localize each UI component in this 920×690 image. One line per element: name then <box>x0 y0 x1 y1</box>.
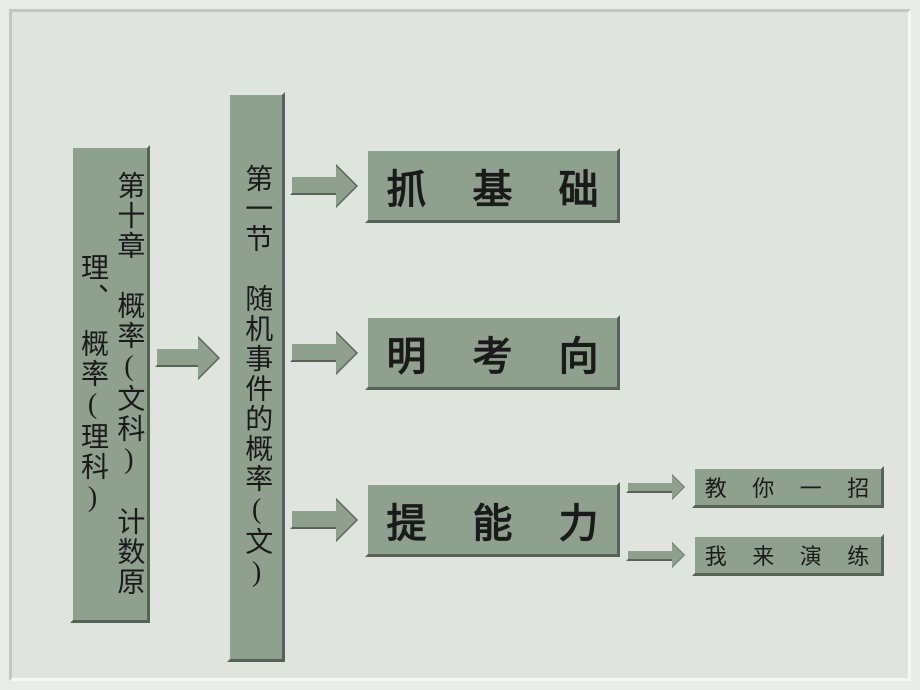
arrow-ability-to-practice <box>626 542 690 568</box>
section-label: 第一节 随机事件的概率(文) <box>238 164 274 590</box>
arrow-section-to-ability <box>290 498 363 542</box>
topic-ability-box: 提 能 力 <box>365 482 620 557</box>
arrow-section-to-exam <box>290 331 363 375</box>
topic-ability-label: 提 能 力 <box>387 491 617 549</box>
hint-practice-box: 我 来 演 练 <box>692 534 884 576</box>
arrow-section-to-basics <box>290 164 363 208</box>
hint-trick-box: 教 你 一 招 <box>692 466 884 508</box>
arrow-ability-to-trick <box>626 474 690 500</box>
diagram-canvas: 第十章 概率(文科) 计数原理、 概率(理科) 第一节 随机事件的概率(文) 抓… <box>12 12 908 678</box>
chapter-label: 第十章 概率(文科) 计数原理、 概率(理科) <box>74 166 147 602</box>
chapter-box: 第十章 概率(文科) 计数原理、 概率(理科) <box>70 145 150 623</box>
hint-practice-label: 我 来 演 练 <box>705 539 880 571</box>
topic-exam-box: 明 考 向 <box>365 315 620 390</box>
arrow-chapter-to-section <box>155 336 225 380</box>
topic-basics-box: 抓 基 础 <box>365 148 620 223</box>
topic-exam-label: 明 考 向 <box>387 324 617 382</box>
hint-trick-label: 教 你 一 招 <box>705 471 880 503</box>
topic-basics-label: 抓 基 础 <box>387 157 617 215</box>
section-box: 第一节 随机事件的概率(文) <box>227 92 285 662</box>
outer-frame: 第十章 概率(文科) 计数原理、 概率(理科) 第一节 随机事件的概率(文) 抓… <box>9 9 911 681</box>
